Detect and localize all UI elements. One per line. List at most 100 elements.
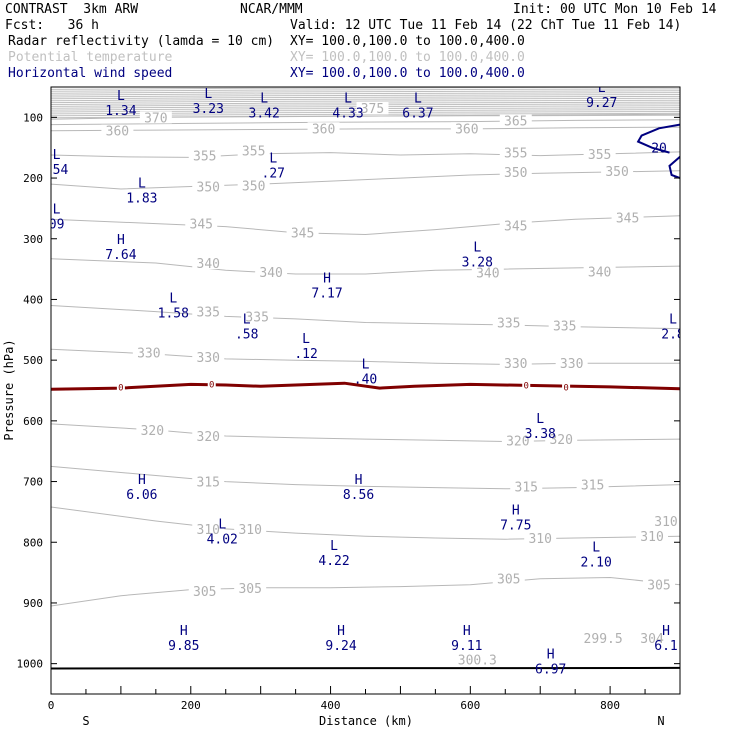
marker-h: H xyxy=(117,233,125,248)
marker-value: 9.85 xyxy=(168,639,199,654)
marker-h: H xyxy=(323,272,331,287)
marker-value: 1.34 xyxy=(105,104,136,119)
x-axis-label: Distance (km) xyxy=(319,714,413,728)
theta-label-bg xyxy=(524,532,557,545)
theta-contour-335 xyxy=(51,305,680,330)
theta-label-bg xyxy=(643,578,676,591)
theta-label-bg xyxy=(450,122,483,135)
zero-contour-label: 0 xyxy=(524,382,529,392)
x-tick-label: 400 xyxy=(321,699,341,712)
theta-contour-360 xyxy=(51,126,680,132)
marker-l: L xyxy=(117,89,125,104)
marker-h: H xyxy=(355,473,363,488)
x-tick-label: 0 xyxy=(48,699,55,712)
marker-l: L xyxy=(362,357,370,372)
marker-l: L xyxy=(669,312,677,327)
marker-l: L xyxy=(260,91,268,106)
theta-label: 305 xyxy=(193,585,216,600)
marker-value: 7.17 xyxy=(311,287,342,302)
theta-label: 350 xyxy=(605,165,628,180)
field-reflectivity-name: Radar reflectivity (lamda = 10 cm) xyxy=(8,34,275,49)
y-tick-label: 600 xyxy=(23,415,43,428)
theta-label: 330 xyxy=(560,357,583,372)
theta-label-bg xyxy=(471,266,504,279)
wind-contour-20 xyxy=(636,123,680,154)
theta-label: 340 xyxy=(197,257,220,272)
marker-value: 6.97 xyxy=(535,662,566,677)
field-theta-xy: XY= 100.0,100.0 to 100.0,400.0 xyxy=(290,50,525,65)
stratosphere-isentrope xyxy=(51,97,680,102)
marker-h: H xyxy=(512,504,520,519)
theta-contour-305 xyxy=(51,576,680,607)
theta-label: 299.5 xyxy=(584,632,623,647)
stratosphere-isentrope xyxy=(51,92,680,96)
marker-l: L xyxy=(414,91,422,106)
theta-label-bg xyxy=(601,164,634,177)
theta-label-bg xyxy=(234,581,267,594)
theta-label-bg xyxy=(234,522,267,535)
marker-value: .12 xyxy=(294,347,317,362)
field-wind-xy: XY= 100.0,100.0 to 100.0,400.0 xyxy=(290,66,525,81)
theta-label-bg xyxy=(636,632,669,645)
theta-label-bg xyxy=(555,357,588,370)
theta-label: 365 xyxy=(504,114,527,129)
theta-label: 315 xyxy=(197,476,220,491)
theta-label: 355 xyxy=(193,150,216,165)
stratosphere-isentrope xyxy=(51,94,680,98)
theta-label: 350 xyxy=(197,181,220,196)
marker-l: L xyxy=(53,203,61,218)
theta-label: 320 xyxy=(141,424,164,439)
marker-h: H xyxy=(547,647,555,662)
theta-label: 300.3 xyxy=(458,653,497,668)
theta-label-bg xyxy=(192,475,225,488)
theta-label: 310 xyxy=(528,532,551,547)
theta-label-bg xyxy=(587,632,620,645)
theta-label-bg xyxy=(461,653,494,666)
zero-label-bg xyxy=(116,382,125,393)
y-tick-label: 400 xyxy=(23,293,43,306)
field-reflectivity-xy: XY= 100.0,100.0 to 100.0,400.0 xyxy=(290,34,525,49)
theta-label: 310 xyxy=(197,523,220,538)
marker-value: .54 xyxy=(45,163,69,178)
theta-label-bg xyxy=(286,226,319,239)
theta-label: 345 xyxy=(190,218,213,233)
theta-label-bg xyxy=(136,423,169,436)
theta-label-bg xyxy=(576,478,609,491)
marker-l: L xyxy=(138,176,146,191)
marker-value: 3.42 xyxy=(249,106,280,121)
theta-contour-350 xyxy=(51,170,680,190)
forecast-hour: Fcst: 36 h xyxy=(5,18,99,33)
marker-value: 9.24 xyxy=(325,639,356,654)
theta-label-bg xyxy=(510,480,543,493)
marker-value: 6.06 xyxy=(126,488,157,503)
theta-label: 305 xyxy=(647,579,670,594)
marker-value: 9.11 xyxy=(451,639,482,654)
theta-label-bg xyxy=(650,515,680,528)
zero-contour-label: 0 xyxy=(209,380,214,390)
theta-label: 350 xyxy=(242,179,265,194)
stratosphere-isentrope xyxy=(51,88,680,92)
stratosphere-isentrope xyxy=(51,99,680,104)
marker-value: 2.8 xyxy=(661,327,684,342)
theta-label: 320 xyxy=(549,433,572,448)
theta-label: 360 xyxy=(106,125,129,140)
theta-label: 315 xyxy=(515,480,538,495)
theta-label-bg xyxy=(192,180,225,193)
y-axis-label: Pressure (hPa) xyxy=(2,339,16,440)
theta-label: 375 xyxy=(361,102,384,117)
model-name: CONTRAST 3km ARW xyxy=(5,2,139,17)
theta-contour-330 xyxy=(51,348,680,365)
theta-label-bg xyxy=(139,111,172,124)
theta-label: 340 xyxy=(476,267,499,282)
y-tick-label: 900 xyxy=(23,597,43,610)
marker-h: H xyxy=(180,624,188,639)
y-tick-label: 200 xyxy=(23,172,43,185)
theta-label-bg xyxy=(307,122,340,135)
wind-contour-20-lower xyxy=(668,156,680,180)
theta-label-bg xyxy=(583,147,616,160)
init-time: Init: 00 UTC Mon 10 Feb 14 xyxy=(513,2,717,17)
zero-contour-label: 0 xyxy=(118,383,123,393)
x-tick-label: 200 xyxy=(181,699,201,712)
marker-value: 1.83 xyxy=(126,191,157,206)
theta-contour-310 xyxy=(51,506,680,540)
